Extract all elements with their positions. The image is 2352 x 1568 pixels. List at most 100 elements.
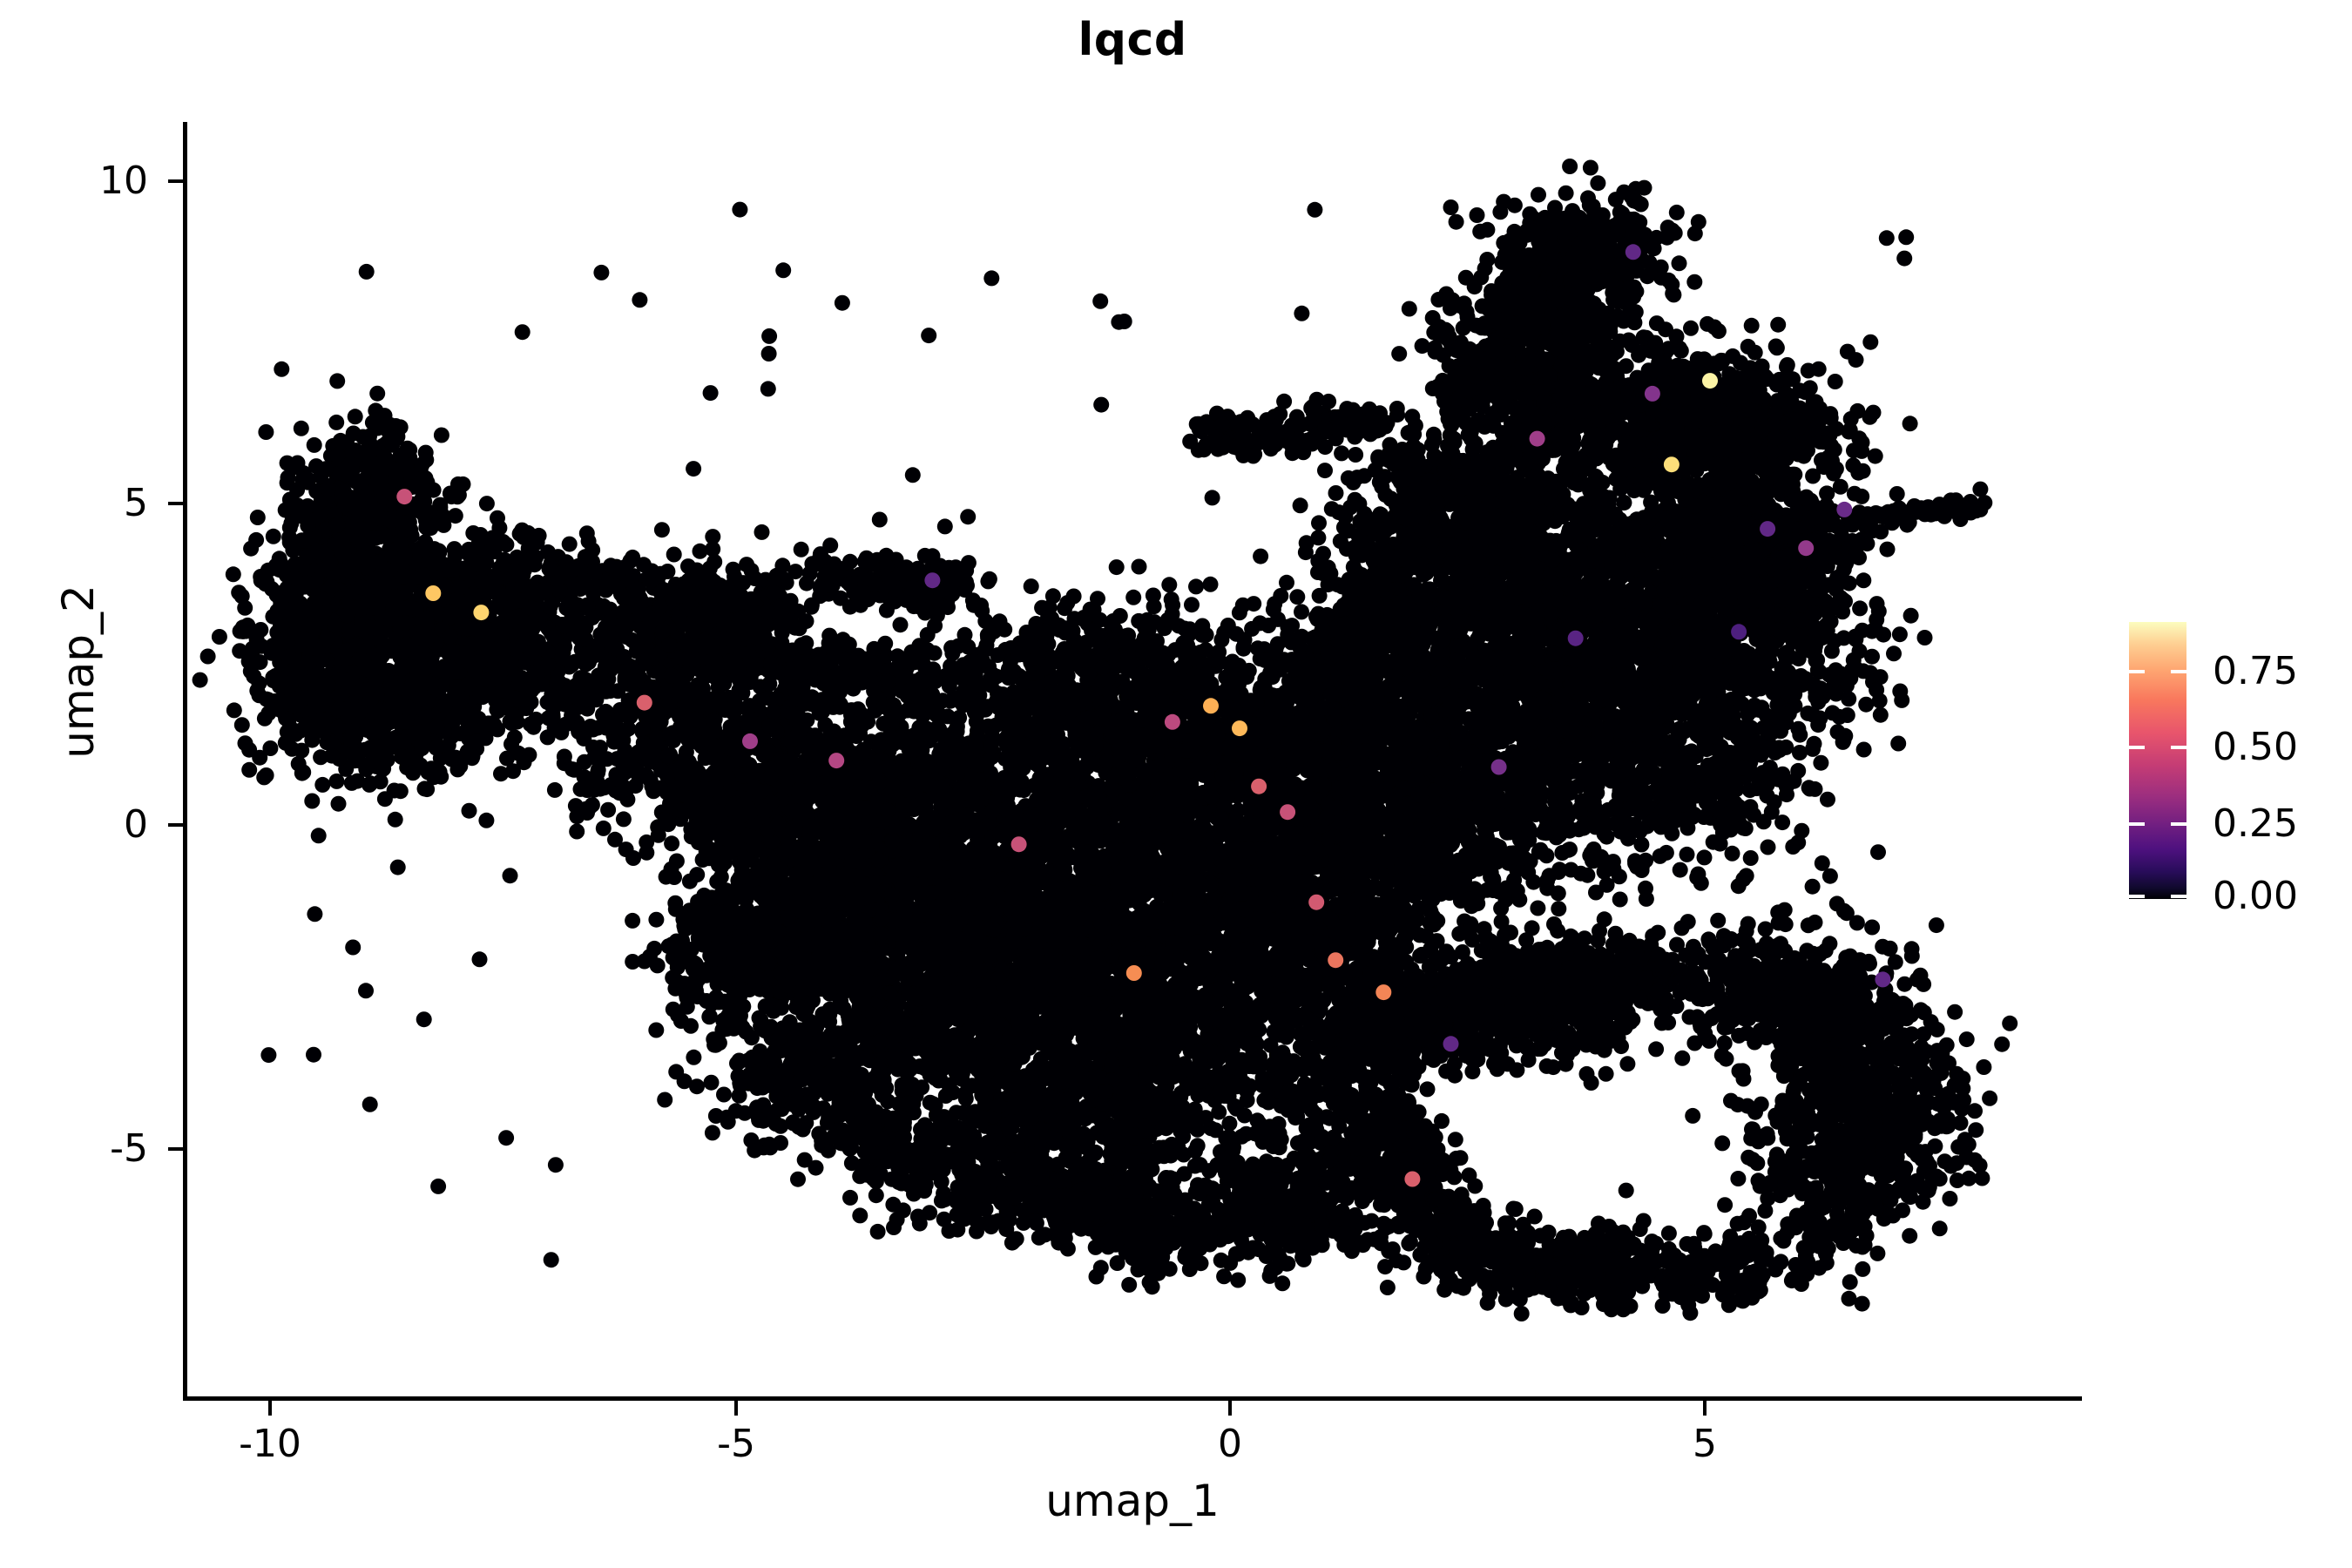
scatter-point (581, 800, 598, 816)
scatter-point (589, 773, 605, 789)
scatter-point (419, 781, 436, 798)
scatter-point (436, 517, 452, 533)
scatter-point (384, 430, 401, 447)
scatter-point (705, 541, 721, 558)
scatter-point (311, 544, 328, 560)
scatter-point (754, 524, 770, 540)
scatter-point (402, 599, 418, 616)
scatter-point (294, 742, 310, 759)
scatter-point (418, 610, 435, 626)
scatter-point (959, 578, 975, 594)
scatter-point (648, 706, 665, 723)
scatter-point (607, 578, 624, 595)
scatter-point (794, 637, 810, 653)
scatter-point (492, 664, 509, 679)
scatter-point (375, 761, 390, 778)
scatter-point (523, 645, 539, 661)
scatter-point (841, 553, 858, 570)
scatter-point (949, 765, 965, 781)
scatter-point (590, 720, 606, 736)
scatter-point (413, 724, 429, 740)
scatter-point (341, 563, 357, 579)
scatter-point (555, 645, 571, 661)
scatter-point (639, 651, 656, 667)
scatter-point (628, 673, 645, 690)
scatter-point (334, 532, 350, 549)
scatter-point (550, 696, 566, 713)
scatter-point (878, 558, 895, 574)
scatter-point (496, 698, 512, 714)
scatter-point (245, 640, 260, 657)
scatter-point (747, 571, 763, 587)
scatter-point (853, 785, 868, 801)
scatter-point (573, 692, 590, 708)
scatter-point (314, 776, 331, 793)
scatter-point (716, 675, 733, 692)
scatter-point (347, 409, 363, 425)
scatter-point (397, 699, 414, 715)
scatter-point (639, 629, 655, 645)
scatter-point (262, 740, 279, 756)
scatter-point (233, 717, 250, 733)
scatter-point (267, 558, 284, 574)
scatter-point (411, 543, 428, 559)
scatter-point (711, 657, 727, 673)
scatter-point (445, 662, 462, 679)
scatter-point (894, 683, 910, 700)
scatter-point (225, 566, 241, 583)
scatter-point (505, 763, 521, 780)
scatter-point (653, 522, 670, 538)
scatter-point (301, 654, 317, 671)
scatter-point (368, 530, 385, 546)
scatter-point (362, 740, 378, 756)
scatter-point (323, 578, 340, 595)
plot-axes: -10 -5 0 5 10 5 0 -5 umap_1 umap_2 (53, 122, 2082, 1526)
scatter-point (482, 544, 498, 560)
scatter-point (469, 733, 485, 750)
scatter-point (320, 481, 336, 497)
scatter-point (319, 631, 335, 647)
scatter-point (634, 721, 651, 738)
scatter-point (399, 636, 416, 652)
scatter-point (407, 478, 423, 495)
scatter-point (526, 679, 543, 695)
scatter-point (620, 693, 637, 708)
scatter-point (265, 528, 281, 544)
scatter-point (386, 734, 402, 751)
scatter-point (521, 747, 537, 763)
scatter-point (714, 630, 731, 646)
scatter-point (328, 414, 345, 430)
scatter-point (354, 579, 369, 596)
scatter-point (260, 705, 277, 721)
scatter-point (279, 724, 295, 740)
scatter-point (542, 598, 558, 615)
scatter-point (796, 695, 813, 712)
scatter-point (841, 636, 857, 652)
scatter-point (716, 616, 733, 632)
scatter-point (498, 683, 514, 700)
scatter-point (288, 459, 305, 476)
scatter-point (566, 761, 583, 778)
scatter-point (329, 447, 346, 463)
scatter-point (316, 712, 333, 728)
scatter-point (273, 671, 289, 687)
scatter-point (538, 583, 554, 599)
scatter-point (822, 690, 839, 706)
scatter-point (851, 566, 868, 583)
scatter-point (497, 639, 513, 655)
scatter-point (332, 700, 348, 717)
scatter-point (264, 581, 280, 598)
scatter-point (521, 584, 537, 600)
scatter-point (329, 517, 346, 533)
scatter-point (731, 612, 747, 628)
scatter-point (756, 628, 773, 645)
scatter-point (299, 470, 315, 487)
scatter-point (300, 531, 316, 547)
scatter-point (595, 820, 612, 836)
scatter-point (914, 755, 930, 772)
scatter-point (425, 555, 442, 571)
scatter-point (306, 436, 322, 453)
scatter-point (299, 575, 315, 591)
scatter-point (476, 635, 493, 652)
